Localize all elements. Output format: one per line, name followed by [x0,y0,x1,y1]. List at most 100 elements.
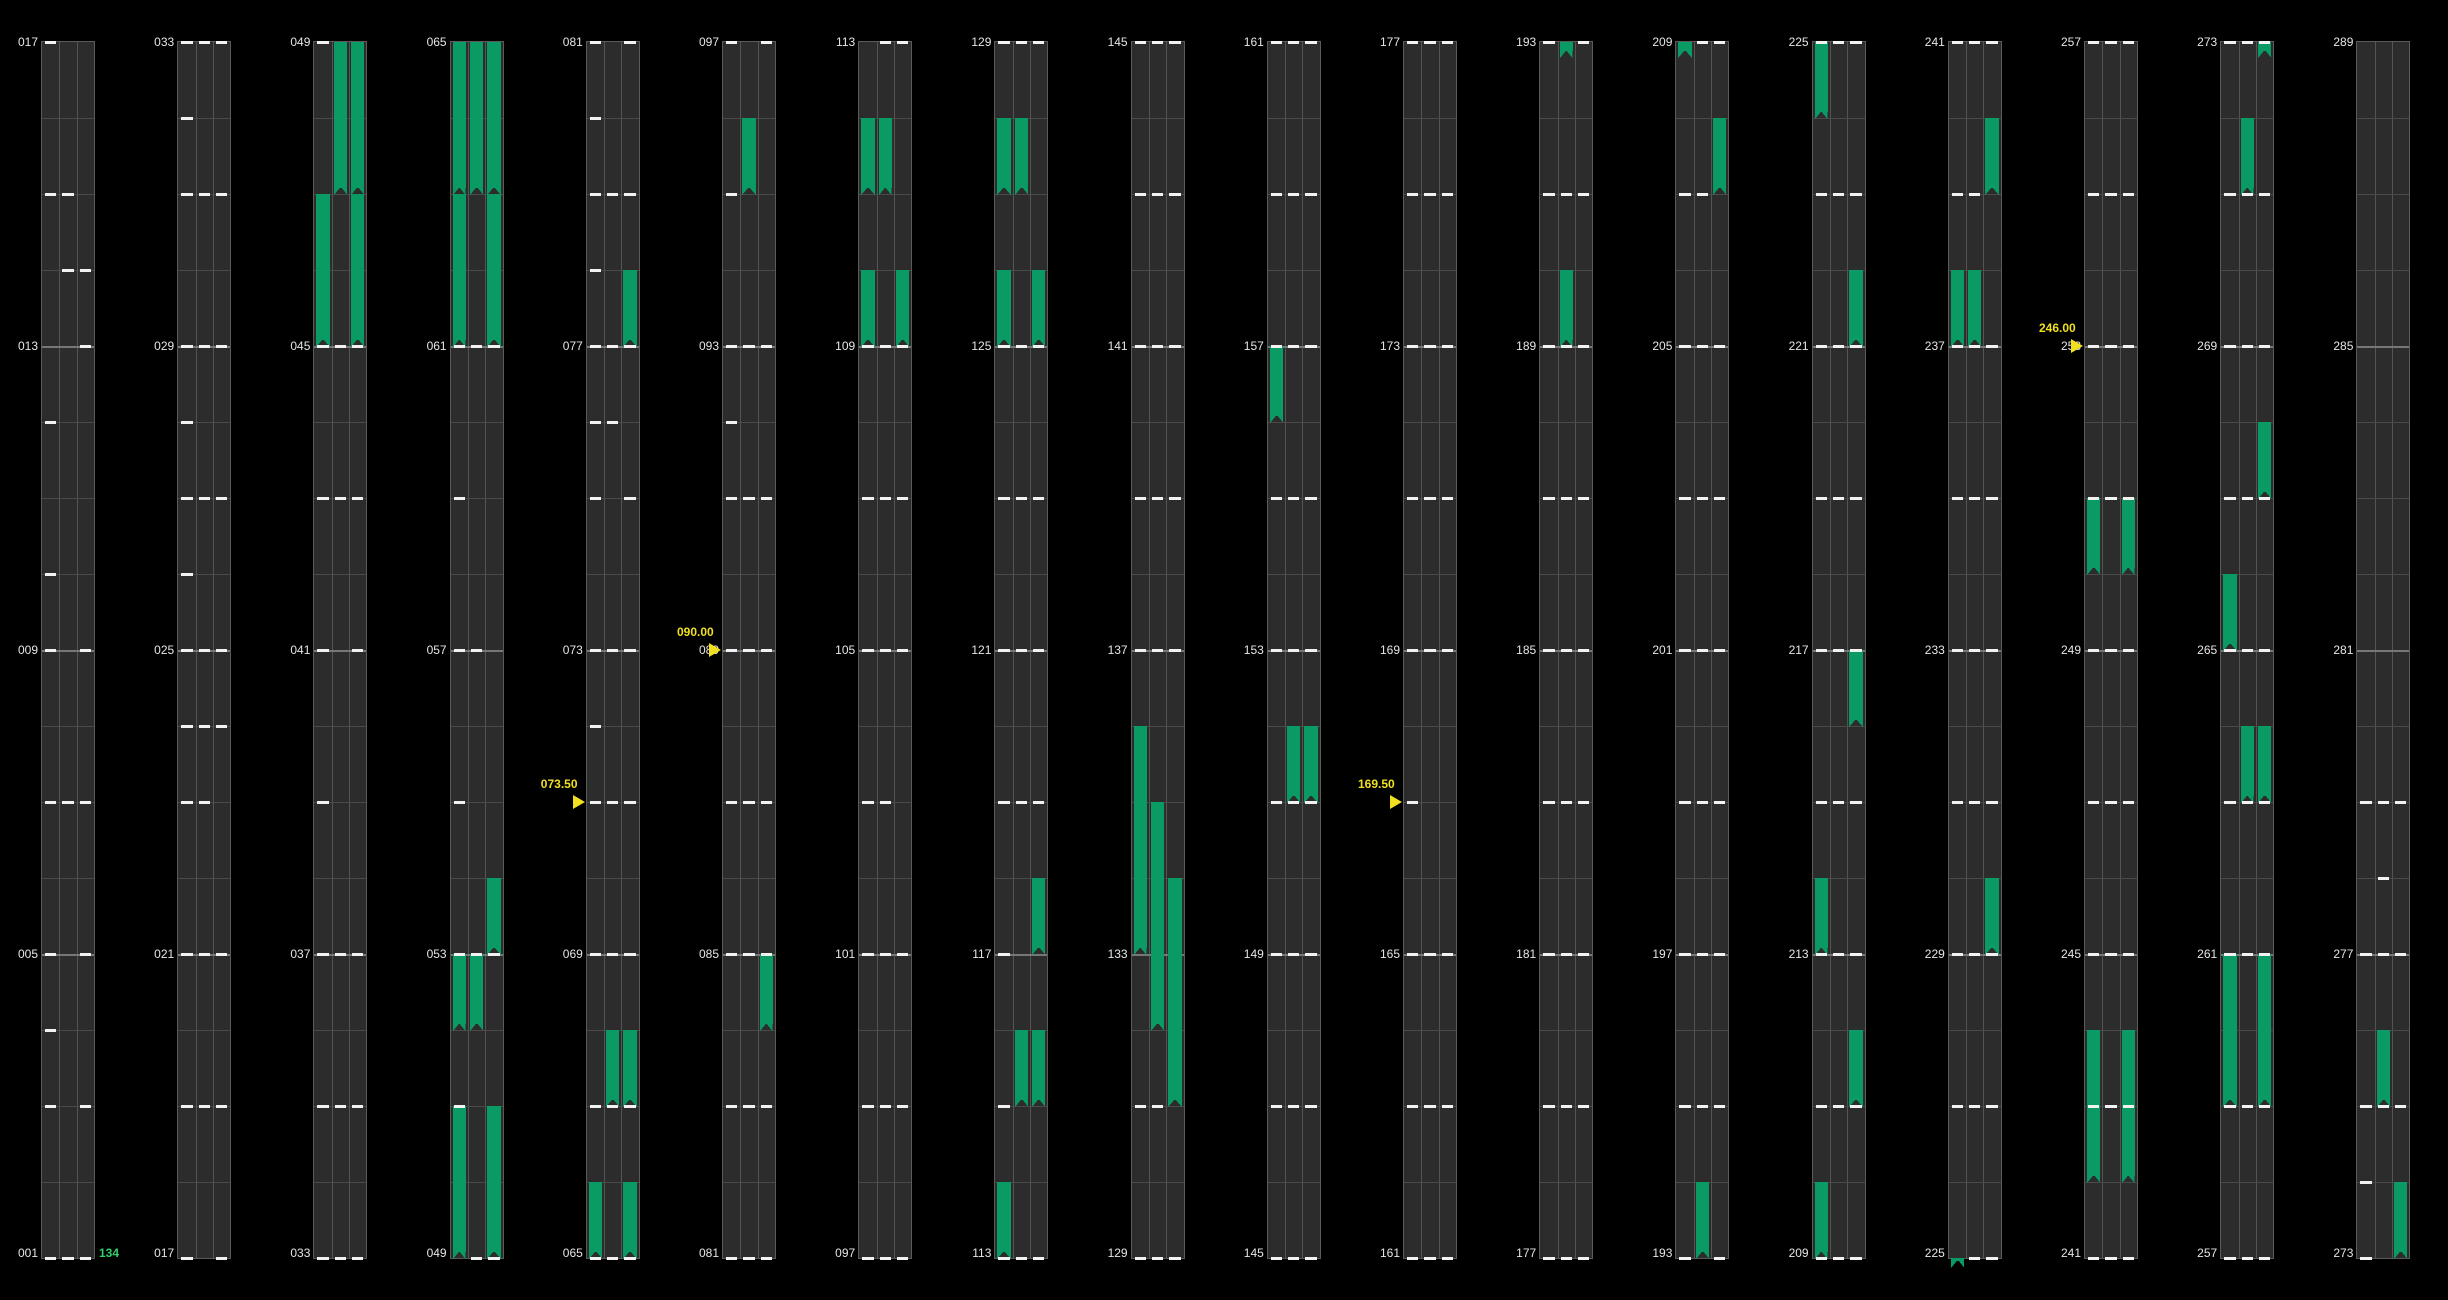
beat-line [2085,574,2137,575]
tap-note [2122,1256,2134,1260]
tap-note [2105,496,2117,500]
tap-note [1696,1104,1709,1108]
measure-line [314,650,367,652]
beat-line [2357,422,2410,423]
chart-column [1403,40,1457,1260]
measure-line [995,954,1048,956]
bpm-label: 073.50 [540,777,578,791]
hold-note [1950,270,1965,347]
tap-note [589,268,602,272]
beat-line [314,1182,367,1183]
hold-note [487,194,501,347]
tap-note [862,952,874,956]
tap-note [2105,192,2117,196]
measure-number: 177 [1516,1246,1537,1260]
tap-note [1543,1256,1555,1260]
tap-note [1560,1104,1572,1108]
tap-note [2241,496,2253,500]
measure-number: 229 [1924,947,1945,961]
tap-note [2122,496,2134,500]
tap-note [1679,1256,1691,1260]
tap-note [1969,496,1981,500]
hold-note [742,118,756,195]
tap-note [1850,952,1862,956]
tap-note [1850,496,1862,500]
tap-note [1033,496,1045,500]
tap-note [2241,800,2253,804]
tap-note [896,952,909,956]
beat-line [314,422,367,423]
tap-note [760,496,772,500]
tap-note [2105,1104,2117,1108]
hold-note [623,270,638,347]
hold-note [759,954,774,1031]
tap-note [607,800,619,804]
tap-note [1679,952,1691,956]
measure-number: 273 [2197,35,2218,49]
tap-note [2258,344,2271,348]
tap-note [998,344,1010,348]
beat-line [2085,878,2137,879]
tap-note [1288,648,1300,652]
tap-note [1543,496,1555,500]
tap-note [1270,800,1283,804]
tap-note [2122,800,2134,804]
measure-number: 161 [1243,35,1264,49]
tap-note [62,268,74,272]
measure-number: 273 [2333,1246,2354,1260]
tap-note [215,648,228,652]
measure-number: 025 [154,643,175,657]
beat-line [42,1106,94,1107]
beat-line [1812,726,1865,727]
tap-note [1033,344,1045,348]
measure-number: 061 [426,339,447,353]
hold-note [1032,1030,1046,1107]
beat-line [2357,194,2410,195]
tap-note [2088,648,2100,652]
measure-number: 153 [1243,643,1264,657]
tap-note [1832,1104,1845,1108]
measure-number: 013 [17,339,38,353]
tap-note [2105,800,2117,804]
measure-number: 161 [1379,1246,1400,1260]
chart-column [858,40,913,1260]
tap-note [1407,800,1419,804]
tap-note [1696,496,1709,500]
tap-note [334,344,347,348]
tap-note [181,952,193,956]
tap-note [1832,648,1845,652]
tap-note [1986,40,1998,44]
tap-note [1543,344,1555,348]
tap-note [1288,952,1300,956]
beat-line [1540,726,1593,727]
tap-note [2258,1256,2271,1260]
tap-note [198,952,210,956]
measure-number: 129 [971,35,992,49]
tap-note [760,800,772,804]
tap-note [1407,192,1419,196]
measure-number: 257 [2060,35,2081,49]
tap-note [1015,496,1028,500]
beat-line [1676,726,1729,727]
tap-note [470,344,483,348]
chart-column [2084,40,2138,1260]
tap-note [62,1256,74,1260]
beat-line [42,878,94,879]
tap-note [1969,952,1981,956]
tap-note [1560,1256,1572,1260]
tap-note [896,496,909,500]
tap-note [181,420,193,424]
beat-line [178,878,231,879]
tap-note [1832,40,1845,44]
tap-note [1832,192,1845,196]
hold-note [1985,878,2000,955]
tap-note [1270,1256,1283,1260]
tap-note [1815,952,1827,956]
hold-note [452,194,467,347]
measure-number: 185 [1516,643,1537,657]
beat-line [450,878,503,879]
tap-note [79,1256,91,1260]
tap-note [879,344,891,348]
tap-note [2360,1256,2372,1260]
tap-note [453,648,465,652]
